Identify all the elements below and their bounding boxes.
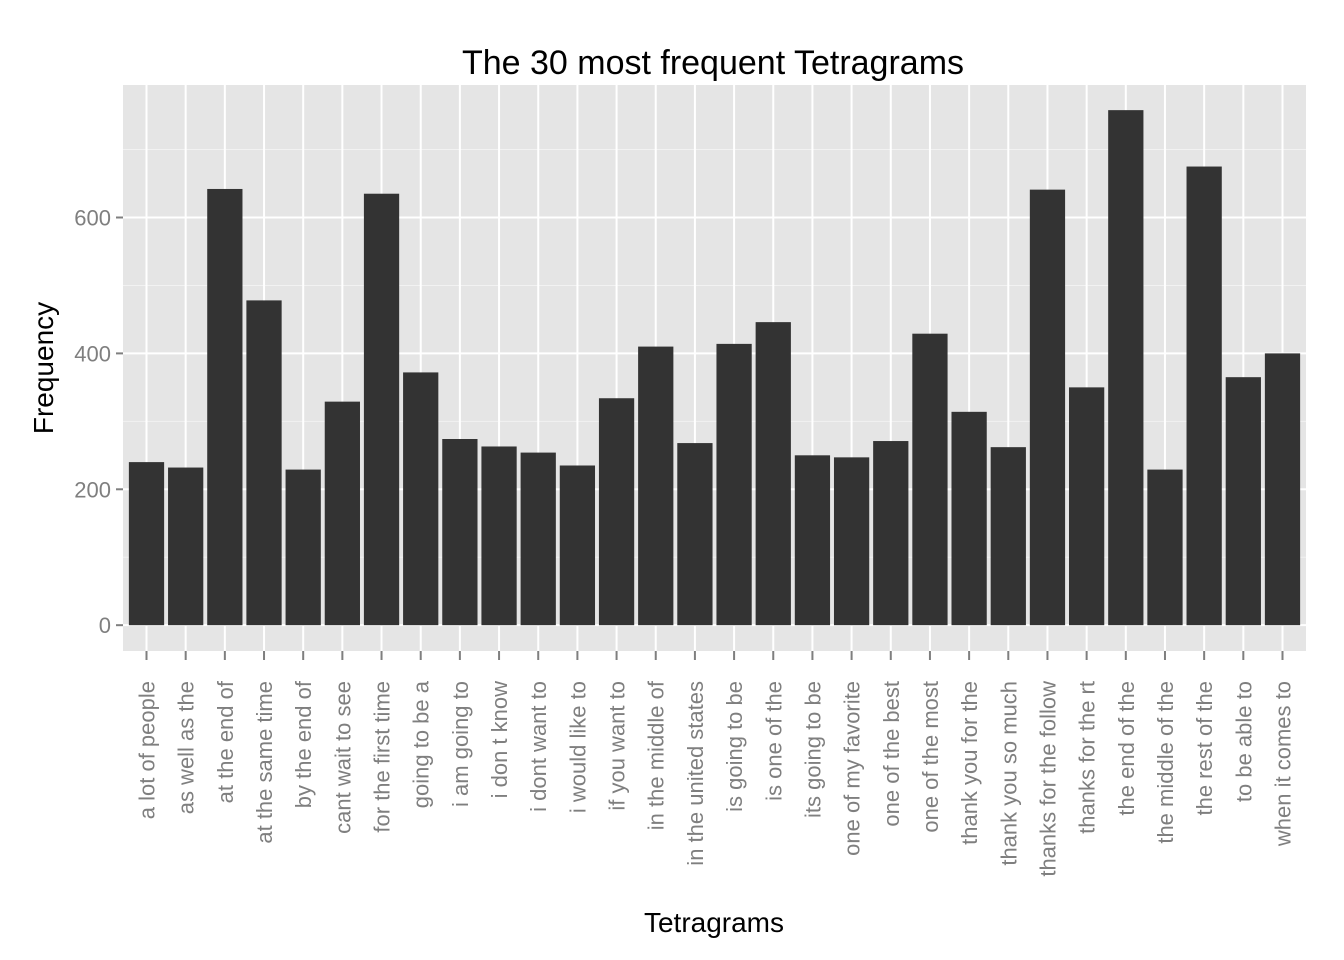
bar [168,467,204,626]
y-tick-label: 400 [74,341,111,366]
x-axis: a lot of people as well as the at the end … [135,651,1295,877]
x-tick-label: the middle of the [1153,681,1178,844]
x-tick-label: thank you for the [957,681,982,845]
x-tick-label: the end of the [1114,681,1139,816]
x-tick-label: i don t know [487,681,512,799]
x-tick-label: i would like to [565,681,590,813]
x-tick-label: to be able to [1231,681,1256,802]
x-tick-label: if you want to [605,681,630,811]
x-axis-title: Tetragrams [644,907,784,938]
x-tick-label: by the end of [291,680,316,808]
bar [1069,387,1105,626]
x-tick-label: as well as the [174,681,199,814]
y-tick-label: 200 [74,477,111,502]
x-tick-label: a lot of people [135,681,160,819]
x-tick-label: i dont want to [526,681,551,812]
x-tick-label: is going to be [722,681,747,812]
y-tick-label: 600 [74,205,111,230]
bar [1225,377,1261,626]
x-tick-label: at the end of [213,680,238,803]
bar [246,300,282,626]
x-tick-label: the rest of the [1192,681,1217,816]
bar [951,411,987,626]
bar [677,443,713,626]
x-tick-label: in the middle of [644,680,669,830]
bar [442,439,478,626]
bar [716,343,752,626]
x-tick-label: one of the best [879,681,904,827]
bar [1264,353,1301,626]
x-tick-label: thank you so much [996,681,1021,866]
bar [128,462,165,626]
bar [363,193,400,626]
x-tick-label: thanks for the rt [1075,681,1100,834]
x-tick-label: at the same time [252,681,277,844]
bar [912,333,948,626]
x-tick-label: one of my favorite [840,681,865,856]
bar [755,322,791,626]
bar [990,447,1026,626]
bar [481,446,517,626]
bar [520,452,556,626]
x-tick-label: in the united states [683,681,708,866]
bar [638,346,674,626]
chart-title: The 30 most frequent Tetragrams [462,44,964,82]
x-tick-label: its going to be [800,681,825,818]
bars [128,110,1301,626]
bar [324,401,360,626]
x-tick-label: thanks for the follow [1035,681,1060,877]
bar [833,457,870,626]
bar [598,398,635,626]
bar [285,469,321,626]
x-tick-label: for the first time [370,681,395,833]
y-axis: 0 200 400 600 [74,205,123,638]
y-tick-label: 0 [99,613,111,638]
x-tick-label: when it comes to [1270,681,1295,847]
x-tick-label: one of the most [918,681,943,833]
x-tick-label: is one of the [761,681,786,801]
bar [873,441,909,626]
x-tick-label: going to be a [409,680,434,808]
y-axis-title: Frequency [28,302,59,434]
bar [1108,110,1144,626]
x-tick-label: i am going to [448,681,473,807]
bar [403,372,439,626]
bar [794,455,831,626]
x-tick-label: cant wait to see [330,681,355,834]
bar [1186,166,1222,626]
bar [1029,189,1066,626]
bar [1147,469,1183,626]
bar [559,465,596,626]
bar [207,188,243,626]
